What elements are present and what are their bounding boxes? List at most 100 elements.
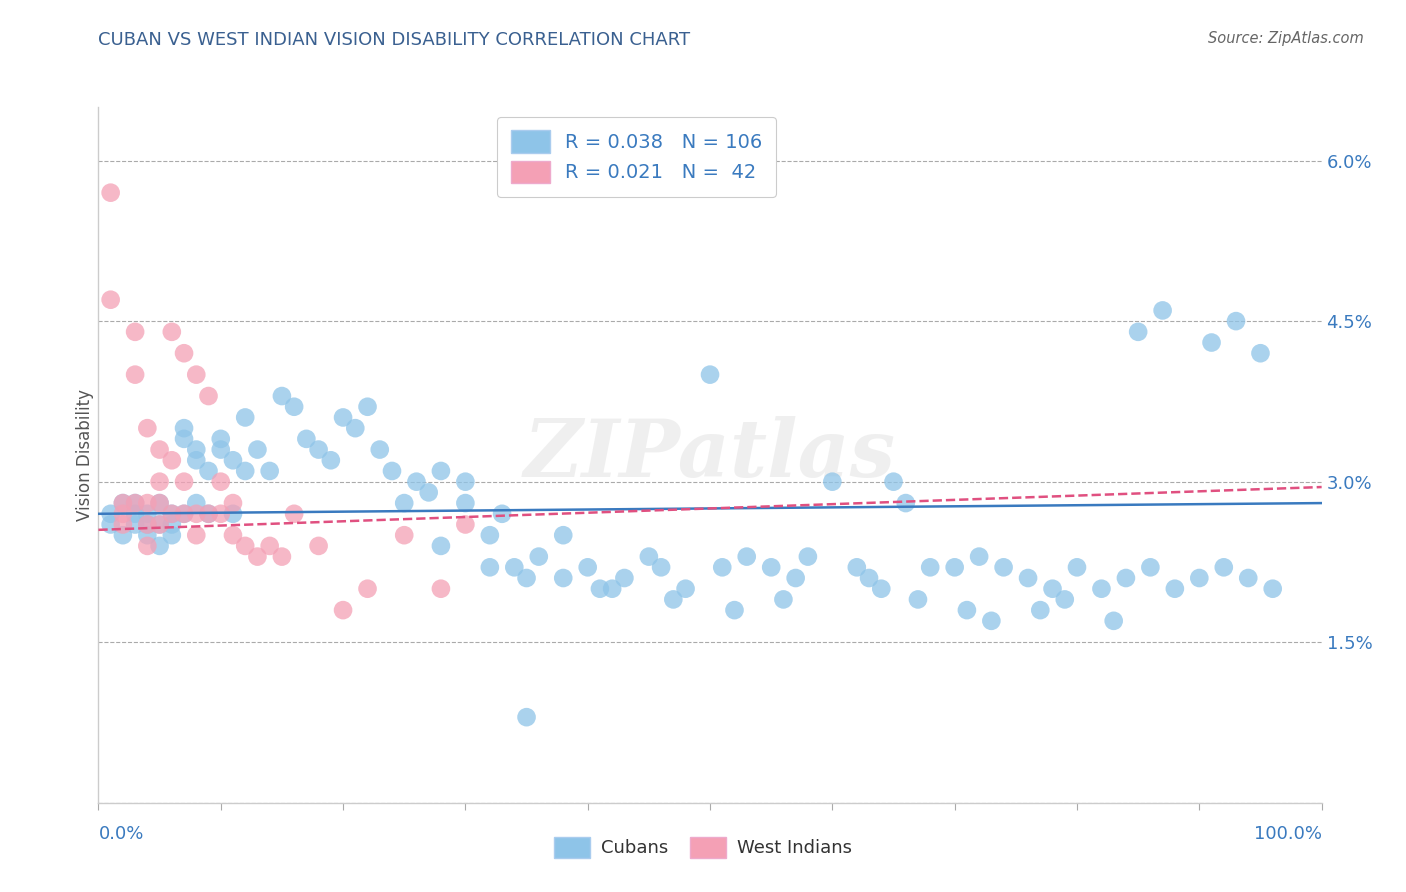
Point [319, 453, 342, 467]
Point [405, 475, 427, 489]
Point [197, 507, 219, 521]
Point [993, 560, 1015, 574]
Point [967, 549, 990, 564]
Point [870, 582, 893, 596]
Point [136, 507, 159, 521]
Point [186, 368, 208, 382]
Point [197, 464, 219, 478]
Point [149, 442, 172, 457]
Point [797, 549, 820, 564]
Point [368, 442, 391, 457]
Text: ZIPatlas: ZIPatlas [524, 417, 896, 493]
Point [308, 539, 330, 553]
Point [478, 560, 501, 574]
Point [124, 507, 146, 521]
Point [173, 507, 195, 521]
Legend: Cubans, West Indians: Cubans, West Indians [547, 830, 859, 865]
Point [136, 421, 159, 435]
Point [111, 507, 134, 521]
Point [100, 507, 122, 521]
Point [332, 410, 354, 425]
Point [160, 528, 183, 542]
Point [160, 507, 183, 521]
Point [149, 475, 172, 489]
Point [332, 603, 354, 617]
Point [173, 432, 195, 446]
Point [111, 496, 134, 510]
Point [772, 592, 794, 607]
Point [1029, 603, 1052, 617]
Point [418, 485, 440, 500]
Point [136, 539, 159, 553]
Point [956, 603, 979, 617]
Point [186, 528, 208, 542]
Point [858, 571, 880, 585]
Text: CUBAN VS WEST INDIAN VISION DISABILITY CORRELATION CHART: CUBAN VS WEST INDIAN VISION DISABILITY C… [98, 31, 690, 49]
Legend: R = 0.038   N = 106, R = 0.021   N =  42: R = 0.038 N = 106, R = 0.021 N = 42 [498, 117, 776, 196]
Point [186, 496, 208, 510]
Point [1017, 571, 1039, 585]
Point [149, 517, 172, 532]
Point [186, 507, 208, 521]
Point [1042, 582, 1064, 596]
Point [149, 496, 172, 510]
Point [883, 475, 905, 489]
Point [186, 453, 208, 467]
Text: 0.0%: 0.0% [98, 825, 143, 843]
Text: 100.0%: 100.0% [1254, 825, 1322, 843]
Point [454, 517, 477, 532]
Point [392, 528, 416, 542]
Point [149, 496, 172, 510]
Point [735, 549, 758, 564]
Point [222, 528, 245, 542]
Point [186, 442, 208, 457]
Point [478, 528, 501, 542]
Point [553, 571, 575, 585]
Point [111, 517, 134, 532]
Point [980, 614, 1002, 628]
Point [356, 400, 378, 414]
Point [233, 464, 256, 478]
Point [111, 496, 134, 510]
Point [209, 432, 232, 446]
Point [160, 507, 183, 521]
Point [100, 293, 122, 307]
Point [711, 560, 734, 574]
Point [503, 560, 526, 574]
Point [1188, 571, 1211, 585]
Point [430, 539, 453, 553]
Point [308, 442, 330, 457]
Point [149, 517, 172, 532]
Point [699, 368, 721, 382]
Point [100, 517, 122, 532]
Point [430, 582, 453, 596]
Point [283, 507, 305, 521]
Point [100, 186, 122, 200]
Point [124, 517, 146, 532]
Point [527, 549, 550, 564]
Point [246, 442, 269, 457]
Point [454, 475, 477, 489]
Point [454, 496, 477, 510]
Point [1261, 582, 1284, 596]
Point [173, 346, 195, 360]
Point [160, 517, 183, 532]
Point [136, 496, 159, 510]
Point [392, 496, 416, 510]
Point [1128, 325, 1150, 339]
Point [173, 507, 195, 521]
Point [430, 464, 453, 478]
Point [1164, 582, 1187, 596]
Point [637, 549, 661, 564]
Point [259, 464, 281, 478]
Point [1201, 335, 1223, 350]
Point [1090, 582, 1112, 596]
Point [259, 539, 281, 553]
Point [1115, 571, 1137, 585]
Point [246, 549, 269, 564]
Point [1066, 560, 1088, 574]
Point [209, 507, 232, 521]
Point [491, 507, 513, 521]
Point [662, 592, 685, 607]
Point [1237, 571, 1260, 585]
